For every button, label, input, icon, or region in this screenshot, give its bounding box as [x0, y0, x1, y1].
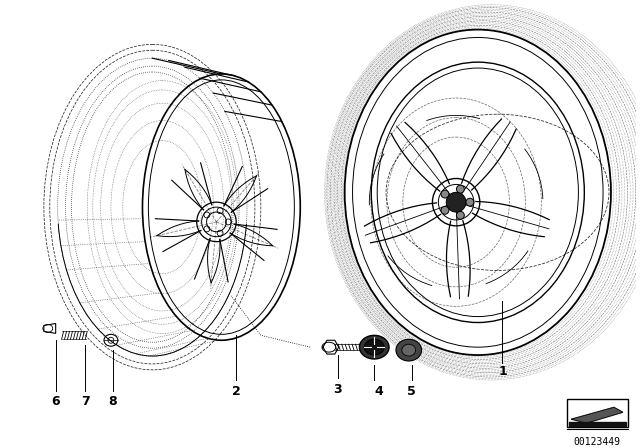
Ellipse shape	[441, 207, 449, 214]
Text: 3: 3	[333, 383, 342, 396]
Ellipse shape	[441, 190, 449, 198]
Polygon shape	[568, 422, 626, 426]
Ellipse shape	[364, 339, 384, 355]
Text: 2: 2	[232, 385, 241, 398]
Ellipse shape	[402, 344, 415, 356]
Bar	[566, 400, 628, 427]
Text: 1: 1	[498, 365, 507, 378]
Ellipse shape	[396, 339, 422, 361]
Ellipse shape	[446, 192, 466, 212]
Text: 8: 8	[109, 395, 117, 408]
Text: 4: 4	[375, 385, 383, 398]
Ellipse shape	[466, 198, 474, 206]
Ellipse shape	[360, 336, 389, 359]
Text: 00123449: 00123449	[573, 437, 621, 447]
Polygon shape	[572, 407, 623, 423]
Ellipse shape	[456, 185, 464, 193]
Text: 5: 5	[407, 385, 416, 398]
Ellipse shape	[456, 211, 464, 219]
Text: 7: 7	[81, 395, 90, 408]
Text: 6: 6	[51, 395, 60, 408]
